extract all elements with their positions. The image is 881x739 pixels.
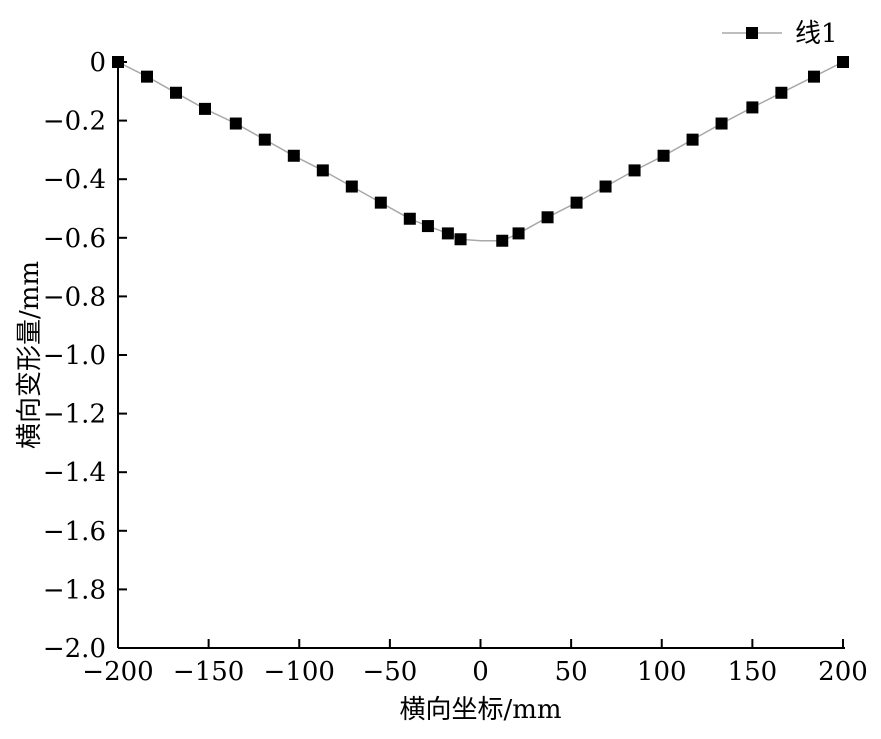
y-tick-label: −1.4 [43,458,106,488]
y-tick-label: −2.0 [43,634,106,664]
data-point-marker [287,149,300,162]
data-point-marker [512,227,525,240]
data-point-marker [715,117,728,130]
data-point-marker [808,70,820,83]
y-tick-label: −0.6 [43,224,106,254]
y-tick-label: −0.4 [43,165,106,195]
data-point-marker [570,196,583,209]
data-point-marker [421,220,434,233]
y-tick-label: 0 [89,48,106,78]
data-point-marker [599,180,612,193]
y-tick-label: −1.0 [43,341,106,371]
data-point-marker [686,133,699,146]
x-tick-label: 50 [555,657,588,687]
y-tick-label: −1.8 [43,575,106,605]
data-point-marker [112,56,124,68]
data-point-marker [837,56,849,68]
legend-marker-square [746,27,758,39]
y-tick-label: −0.8 [43,282,106,312]
data-point-marker [316,164,329,177]
data-point-marker [170,86,182,99]
data-point-marker [374,196,387,209]
data-point-marker [258,133,271,146]
plot-area [112,56,849,247]
legend: 线1 [722,19,838,49]
data-point-marker [657,149,670,162]
x-tick-label: −200 [82,657,153,687]
series-line-1 [117,61,844,242]
data-point-marker [775,86,788,99]
data-point-marker [441,227,454,240]
data-point-marker [628,164,641,177]
data-point-marker [229,117,242,130]
data-point-marker [496,234,509,247]
x-ticks: −200 −150 −100 −50 0 50 100 150 200 [82,639,868,687]
x-tick-label: −50 [362,657,417,687]
x-tick-label: 100 [637,657,687,687]
y-tick-label: −0.2 [43,107,106,137]
data-point-marker [403,212,416,225]
data-point-marker [541,211,554,224]
y-axis-title: 横向变形量/mm [15,261,45,449]
axes [117,58,845,649]
data-point-marker [141,70,153,83]
y-tick-label: −1.6 [43,517,106,547]
x-tick-label: −150 [173,657,244,687]
data-point-marker [199,102,211,115]
data-point-marker [345,180,358,193]
y-tick-label: −1.2 [43,400,106,430]
x-tick-label: 0 [472,657,489,687]
x-axis-title: 横向坐标/mm [399,695,561,725]
x-tick-label: 150 [728,657,778,687]
data-point-marker [454,233,467,246]
x-tick-label: 200 [818,657,868,687]
data-point-marker [746,101,759,114]
y-ticks: 0 −0.2 −0.4 −0.6 −0.8 −1.0 −1.2 −1.4 −1.6 −1.8 −2.… [43,48,127,664]
x-tick-label: −100 [264,657,335,687]
legend-label-series-1: 线1 [795,19,838,49]
